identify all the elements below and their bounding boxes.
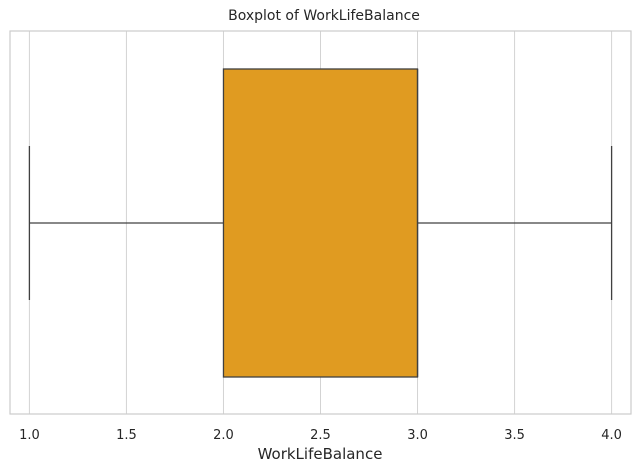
- x-tick-label-5: 3.5: [504, 428, 525, 443]
- box-group: [28, 68, 613, 378]
- x-tick-label-2: 2.0: [213, 428, 234, 443]
- x-tick-label-6: 4.0: [601, 428, 622, 443]
- x-tick-label-0: 1.0: [19, 428, 40, 443]
- x-tick-labels: 1.0 1.5 2.0 2.5 3.0 3.5 4.0: [19, 428, 622, 443]
- x-tick-label-4: 3.0: [407, 428, 428, 443]
- x-tick-label-3: 2.5: [310, 428, 331, 443]
- x-axis-label: WorkLifeBalance: [258, 445, 383, 463]
- chart-title: Boxplot of WorkLifeBalance: [228, 8, 420, 24]
- plot-frame: [9, 30, 632, 415]
- x-tick-label-1: 1.5: [116, 428, 137, 443]
- box-iqr: [222, 68, 419, 378]
